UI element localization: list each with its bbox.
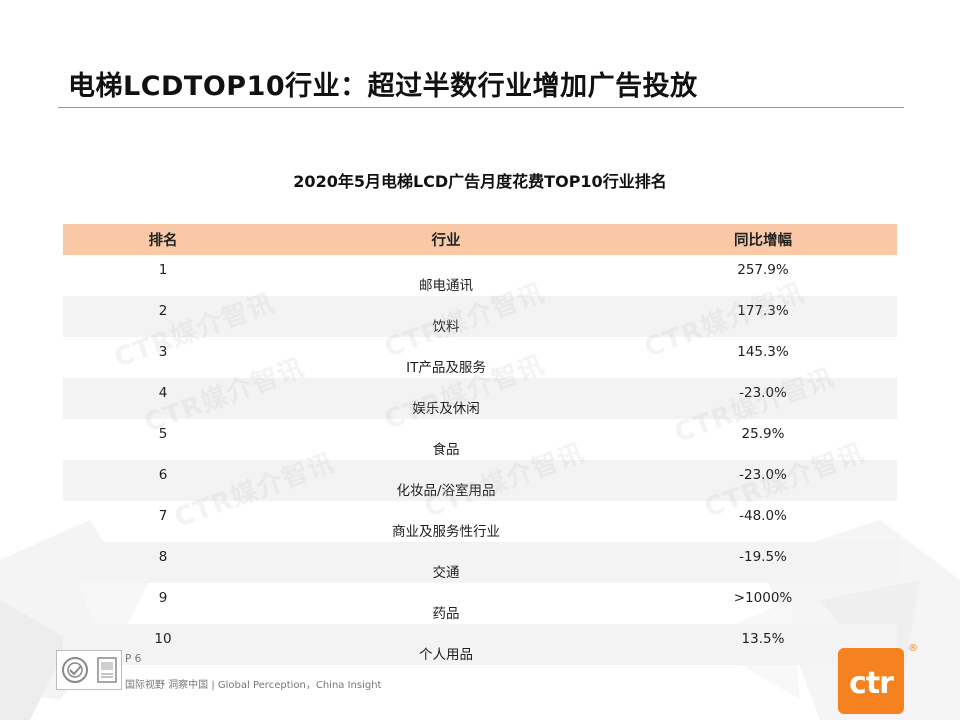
iso-badge-icon — [96, 657, 117, 683]
table-row: 4 娱乐及休闲 -23.0% — [63, 378, 897, 419]
rank-cell: 8 — [63, 542, 263, 583]
header-change: 同比增幅 — [629, 224, 897, 255]
table-row: 2 饮料 177.3% — [63, 296, 897, 337]
title-divider — [58, 107, 904, 108]
ranking-table: 排名 行业 同比增幅 1 邮电通讯 257.9% 2 饮料 177.3% 3 I… — [63, 224, 897, 665]
rank-cell: 9 — [158, 590, 168, 606]
change-cell: 25.9% — [741, 426, 785, 442]
certification-seal-icon — [61, 657, 88, 683]
change-cell: 145.3% — [737, 344, 789, 360]
rank-cell: 1 — [158, 262, 168, 278]
change-cell: -23.0% — [629, 378, 897, 419]
change-cell: -48.0% — [739, 508, 787, 524]
industry-cell: 娱乐及休闲 — [263, 378, 629, 419]
header-industry: 行业 — [263, 224, 629, 255]
page-number: P 6 — [125, 653, 142, 665]
footer-slogan: 国际视野 洞察中国 | Global Perception，China Insi… — [125, 680, 382, 691]
rank-cell: 6 — [63, 460, 263, 501]
change-cell: 257.9% — [737, 262, 789, 278]
industry-cell: 个人用品 — [263, 624, 629, 665]
industry-cell: 交通 — [263, 542, 629, 583]
table-row: 9 药品 >1000% — [63, 583, 897, 624]
industry-cell: 化妆品/浴室用品 — [263, 460, 629, 501]
change-cell: 177.3% — [629, 296, 897, 337]
industry-cell: 饮料 — [263, 296, 629, 337]
table-row: 8 交通 -19.5% — [63, 542, 897, 583]
change-cell: >1000% — [733, 590, 793, 606]
table-caption: 2020年5月电梯LCD广告月度花费TOP10行业排名 — [293, 172, 667, 191]
ctr-logo-text: ctr — [849, 665, 894, 701]
table-header-row: 排名 行业 同比增幅 — [63, 224, 897, 255]
table-row: 7 商业及服务性行业 -48.0% — [63, 501, 897, 542]
table-row: 10 个人用品 13.5% — [63, 624, 897, 665]
rank-cell: 2 — [63, 296, 263, 337]
industry-cell: 邮电通讯 — [419, 278, 473, 294]
industry-cell: 食品 — [432, 442, 460, 458]
change-cell: -23.0% — [629, 460, 897, 501]
header-rank: 排名 — [63, 224, 263, 255]
slide-title: 电梯LCDTOP10行业：超过半数行业增加广告投放 — [68, 71, 698, 102]
rank-cell: 4 — [63, 378, 263, 419]
certification-badges — [56, 650, 122, 690]
industry-cell: 药品 — [432, 606, 460, 622]
ctr-logo: ctr — [838, 648, 904, 714]
registered-mark: ® — [908, 643, 918, 654]
rank-cell: 7 — [158, 508, 168, 524]
rank-cell: 5 — [158, 426, 168, 442]
rank-cell: 3 — [158, 344, 168, 360]
change-cell: -19.5% — [629, 542, 897, 583]
industry-cell: 商业及服务性行业 — [392, 524, 500, 540]
table-row: 3 IT产品及服务 145.3% — [63, 337, 897, 378]
table-row: 1 邮电通讯 257.9% — [63, 255, 897, 296]
table-row: 5 食品 25.9% — [63, 419, 897, 460]
table-row: 6 化妆品/浴室用品 -23.0% — [63, 460, 897, 501]
industry-cell: IT产品及服务 — [406, 360, 486, 376]
